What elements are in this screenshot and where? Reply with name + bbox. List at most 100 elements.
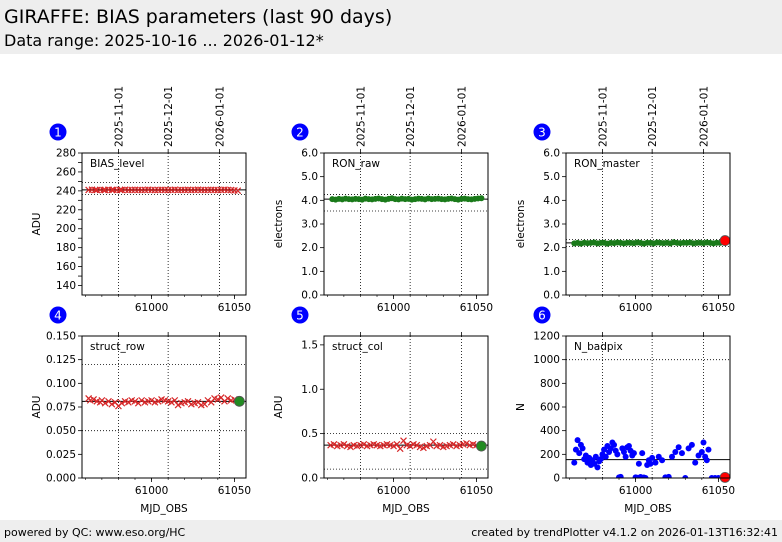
y-tick-label: 400 [540,425,560,437]
y-tick-label: 800 [540,378,560,390]
data-point [659,457,666,464]
y-tick-label: 1.0 [543,266,560,278]
y-tick-label: 1000 [533,354,560,366]
x-tick-label: 61050 [218,485,251,497]
y-tick-label: 0.5 [301,428,318,440]
panel-number: 6 [538,309,546,323]
x-tick-label: 61050 [218,302,251,314]
date-tick-label: 2025-12-01 [405,86,417,147]
y-axis-label: ADU [31,396,43,419]
data-point [204,396,212,404]
data-point [340,440,348,448]
data-point [390,442,398,450]
chart-panel-2: 0.0 1.0 2.0 3.0 4.0 5.0 6.0 61000 61050 2025-11-0… [273,86,493,314]
y-tick-label: 1200 [533,331,560,343]
data-point [171,396,179,404]
data-point [611,441,618,448]
data-point [592,453,599,460]
data-point [360,440,368,448]
y-tick-label: 260 [56,166,76,178]
latest-point-marker [719,472,731,483]
data-point [463,439,470,447]
chart-panel-4: 0.000 0.025 0.050 0.075 0.100 0.125 0.150 61000… [31,306,251,515]
latest-point-marker [719,235,731,246]
data-point [449,440,457,448]
y-tick-label: 4.0 [543,195,560,207]
data-series [571,239,724,247]
data-point [330,440,338,448]
data-point [108,400,116,408]
data-point [688,441,695,448]
x-tick-label: 61000 [377,302,410,314]
y-axis-label: N [515,403,527,411]
y-tick-label: 4.0 [301,195,318,207]
data-point [574,437,581,444]
y-tick-label: 3.0 [543,219,560,231]
y-tick-label: 2.0 [543,242,560,254]
y-tick-label: 5.0 [301,171,318,183]
axes-frame [323,335,489,479]
latest-point-marker [475,440,487,452]
panel-label: struct_row [90,341,145,353]
footer-bar: powered by QC: www.eso.org/HC created by… [0,520,782,542]
date-tick-label: 2026-01-01 [456,86,468,147]
panel-number: 2 [296,126,304,140]
data-point [124,398,132,406]
panel-label: RON_master [574,158,640,170]
data-series [85,186,242,195]
x-tick-label: 61000 [619,302,652,314]
data-point [672,448,679,455]
data-point [630,450,637,457]
data-point [571,459,578,466]
y-tick-label: 0.075 [46,402,76,414]
panel-number-badge [533,123,551,141]
y-tick-label: 140 [56,280,76,292]
y-tick-label: 200 [540,449,560,461]
chart-panel-6: 0 200 400 600 800 1000 1200 61000 61050 N_badpix N… [515,306,735,515]
data-series [329,195,485,203]
y-tick-label: 2.0 [301,242,318,254]
panel-label: struct_col [332,341,383,353]
y-tick-label: 0 [553,473,560,485]
data-point [347,443,354,451]
data-point [148,396,156,404]
y-axis-label: electrons [273,200,285,248]
y-tick-label: 160 [56,261,76,273]
header-bar: GIRAFFE: BIAS parameters (last 90 days) … [0,0,782,54]
date-tick-label: 2026-01-01 [214,86,226,147]
y-tick-label: 1.5 [301,339,318,351]
data-point [138,396,146,404]
footer-powered-by: powered by QC: www.eso.org/HC [4,526,186,539]
y-tick-label: 0.100 [46,378,76,390]
data-point [675,444,682,451]
data-point [419,444,427,452]
data-point [400,437,407,445]
date-tick-label: 2025-11-01 [113,86,125,147]
panel-label: BIAS_level [90,158,144,170]
data-point [393,440,401,448]
date-tick-label: 2025-11-01 [355,86,367,147]
data-point [665,473,672,478]
data-point [617,473,624,478]
y-tick-label: 180 [56,242,76,254]
page-title: GIRAFFE: BIAS parameters (last 90 days) [4,6,393,28]
data-point [669,453,676,460]
y-tick-label: 240 [56,185,76,197]
data-point [625,443,632,450]
data-point [649,454,656,461]
panel-number: 4 [54,309,62,323]
x-tick-label: 61050 [702,485,735,497]
y-tick-label: 0.0 [301,290,318,302]
data-range-subtitle: Data range: 2025-10-16 ... 2026-01-12* [4,31,324,50]
data-point [214,396,222,403]
axes-frame [81,152,247,296]
data-point [154,397,162,405]
data-point [91,186,99,194]
data-point [406,442,414,450]
x-tick-label: 61050 [460,485,493,497]
data-series [327,437,480,453]
data-point [652,459,659,466]
data-point [579,445,586,452]
y-tick-label: 0.0 [543,290,560,302]
